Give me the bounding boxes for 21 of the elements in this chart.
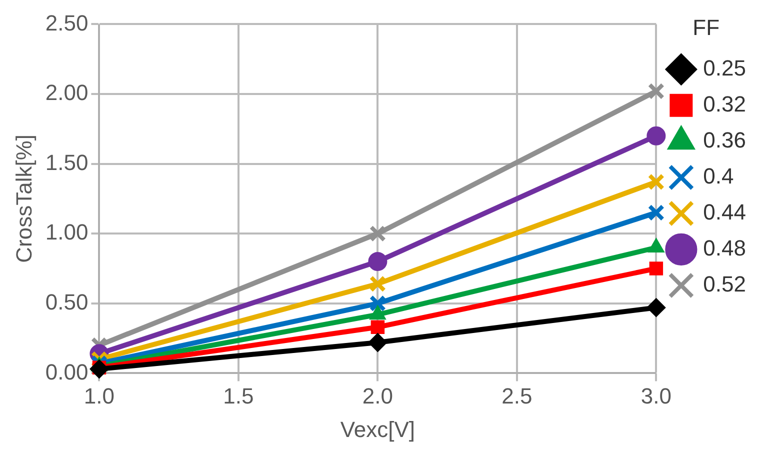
legend-label: 0.48 bbox=[703, 235, 746, 260]
y-tick-label: 1.50 bbox=[45, 150, 88, 175]
y-tick-label: 2.50 bbox=[45, 10, 88, 36]
y-tick-label: 1.00 bbox=[45, 220, 88, 245]
legend-label: 0.4 bbox=[703, 163, 734, 188]
x-tick-label: 2.0 bbox=[362, 383, 393, 408]
x-tick-label: 1.5 bbox=[223, 383, 254, 408]
legend-label: 0.25 bbox=[703, 55, 746, 80]
y-tick-label: 0.50 bbox=[45, 289, 88, 314]
y-tick-label: 0.00 bbox=[45, 359, 88, 384]
x-tick-label: 3.0 bbox=[640, 383, 672, 408]
legend-label: 0.32 bbox=[703, 91, 746, 116]
x-tick-label: 2.5 bbox=[502, 383, 532, 408]
legend-title: FF bbox=[692, 15, 720, 40]
y-axis-title: CrossTalk[%] bbox=[11, 134, 36, 263]
y-tick-label: 2.00 bbox=[45, 80, 88, 106]
legend-label: 0.44 bbox=[703, 199, 746, 224]
legend-label: 0.52 bbox=[703, 271, 746, 296]
x-tick-label: 1.0 bbox=[84, 383, 115, 408]
legend-label: 0.36 bbox=[703, 127, 746, 152]
x-axis-title: Vexc[V] bbox=[340, 416, 415, 442]
